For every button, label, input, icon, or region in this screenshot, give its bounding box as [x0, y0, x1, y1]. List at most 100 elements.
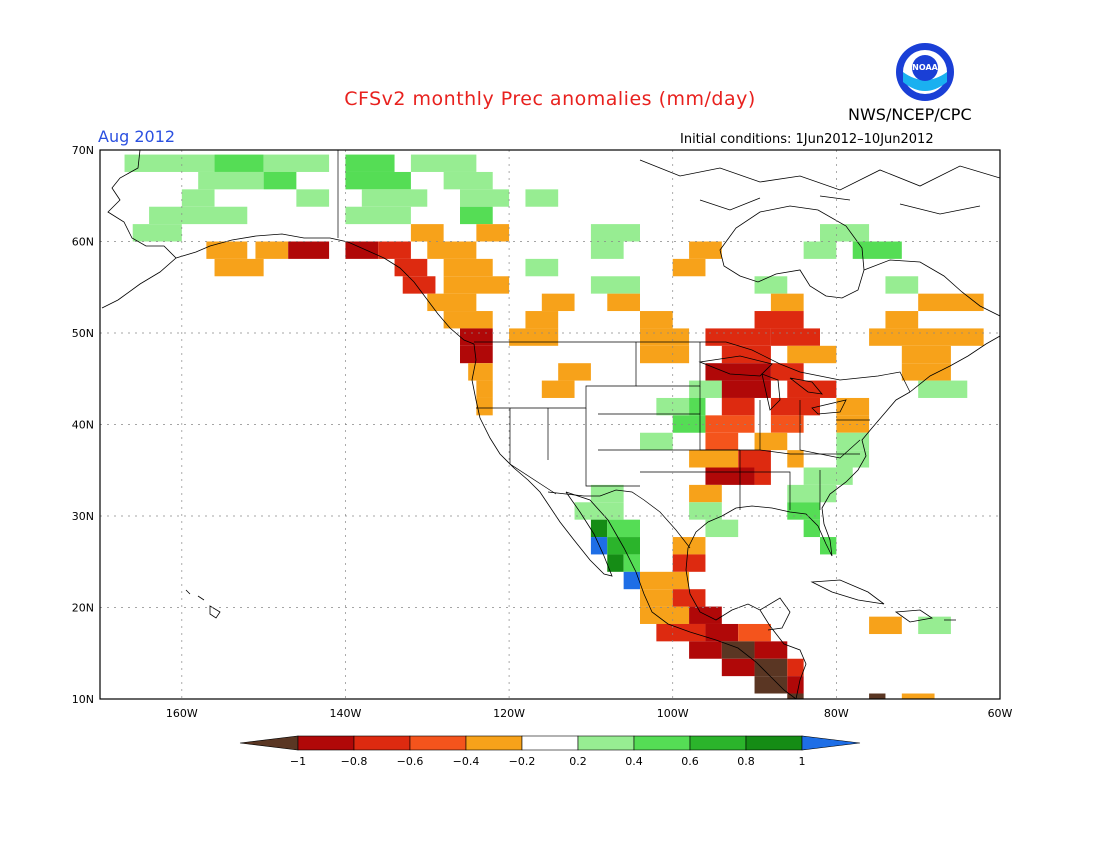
anomaly-cell: [787, 676, 804, 694]
lon-label: 140W: [330, 707, 362, 720]
anomaly-cell: [410, 154, 477, 172]
anomaly-cell: [640, 328, 690, 346]
anomaly-cell: [705, 415, 755, 433]
colorbar-segment: [409, 735, 467, 751]
anomaly-cell: [345, 171, 411, 190]
anomaly-cell: [198, 171, 264, 190]
anomaly-cell: [754, 676, 788, 694]
lon-label: 100W: [657, 707, 689, 720]
colorbar-arrow-right: [801, 735, 861, 751]
anomaly-cell: [901, 363, 951, 381]
colorbar-tick-label: 1: [799, 755, 806, 768]
anomaly-cell: [623, 571, 640, 590]
colorbar-segment: [577, 735, 635, 751]
colorbar-tick-label: −0.6: [397, 755, 424, 768]
lat-label: 30N: [72, 510, 94, 523]
anomaly-cell: [770, 363, 804, 381]
anomaly-cell: [721, 658, 755, 677]
lat-label: 10N: [72, 693, 94, 706]
colorbar-tick-label: −0.8: [341, 755, 368, 768]
anomaly-cell: [476, 224, 510, 242]
anomaly-cell: [460, 206, 493, 225]
anomaly-cell: [689, 397, 706, 416]
anomaly-cell: [869, 693, 886, 699]
lat-label: 50N: [72, 327, 94, 340]
anomaly-cell: [509, 328, 559, 346]
anomaly-cell: [836, 397, 870, 416]
anomaly-cell: [607, 554, 624, 572]
anomaly-cell: [476, 397, 493, 416]
anomaly-cell: [443, 276, 510, 294]
anomaly-cell: [640, 571, 690, 590]
svg-text:NOAA: NOAA: [912, 63, 938, 72]
anomaly-cell: [378, 241, 411, 259]
anomaly-cell: [705, 328, 771, 346]
agency-label: NWS/NCEP/CPC: [848, 105, 972, 124]
anomaly-cell: [901, 693, 935, 699]
anomaly-cell: [705, 432, 739, 451]
anomaly-cell: [803, 241, 837, 259]
anomaly-cell: [206, 241, 248, 259]
colorbar-segment: [633, 735, 691, 751]
anomaly-cell: [443, 258, 493, 277]
colorbar-segment: [745, 735, 803, 751]
anomaly-cell: [836, 432, 870, 451]
anomaly-cell: [787, 345, 837, 364]
map-frame: [99, 149, 1001, 700]
lon-label: 160W: [166, 707, 198, 720]
anomaly-cell: [770, 328, 820, 346]
colorbar-segment: [297, 735, 355, 751]
anomaly-cell: [672, 415, 706, 433]
colorbar-tick-label: −0.4: [453, 755, 480, 768]
anomaly-cell: [525, 189, 559, 207]
anomaly-cells: [124, 154, 984, 699]
anomaly-cell: [754, 467, 771, 485]
anomaly-cell: [672, 589, 706, 607]
anomaly-cell: [689, 641, 722, 659]
anomaly-cell: [787, 658, 804, 677]
graticule: [100, 150, 1000, 699]
anomaly-cell: [394, 258, 428, 277]
anomaly-cell: [803, 467, 853, 485]
coastlines: [101, 150, 1000, 699]
colorbar-tick-label: 0.4: [625, 755, 643, 768]
month-label: Aug 2012: [98, 127, 176, 146]
anomaly-cell: [689, 606, 722, 624]
anomaly-cell: [607, 519, 640, 538]
anomaly-cell: [640, 311, 673, 329]
anomaly-cell: [852, 241, 902, 259]
anomaly-cell: [721, 380, 771, 398]
anomaly-cell: [689, 484, 722, 503]
initial-conditions-label: Initial conditions: 1Jun2012–10Jun2012: [680, 132, 934, 147]
colorbar-labels: −1 −0.8 −0.6 −0.4 −0.2 0.2 0.4 0.6 0.8 1: [290, 755, 806, 768]
anomaly-cell: [640, 589, 673, 607]
anomaly-cell: [640, 606, 690, 624]
anomaly-cell: [132, 224, 182, 242]
colorbar-tick-label: 0.2: [569, 755, 587, 768]
anomaly-cell: [296, 189, 330, 207]
lat-label: 40N: [72, 419, 94, 432]
anomaly-cell: [869, 328, 984, 346]
anomaly-cell: [541, 293, 575, 312]
anomaly-cell: [836, 415, 870, 433]
lon-label: 60W: [988, 707, 1013, 720]
anomaly-cell: [558, 363, 591, 381]
anomaly-cell: [689, 502, 722, 520]
anomaly-cell: [402, 276, 436, 294]
anomaly-cell: [345, 241, 379, 259]
anomaly-cell: [721, 397, 755, 416]
anomaly-cell: [721, 345, 771, 364]
lat-label: 20N: [72, 602, 94, 615]
anomaly-cell: [754, 432, 788, 451]
longitude-labels: 160W 140W 120W 100W 80W 60W: [166, 707, 1013, 720]
anomaly-cell: [705, 363, 771, 381]
anomaly-cell: [345, 154, 395, 172]
anomaly-cell: [263, 171, 297, 190]
anomaly-cell: [754, 311, 804, 329]
anomaly-cell: [689, 241, 722, 259]
anomaly-cell: [705, 467, 755, 485]
anomaly-cell: [345, 206, 411, 225]
anomaly-cell: [468, 363, 493, 381]
anomaly-cell: [754, 641, 788, 659]
